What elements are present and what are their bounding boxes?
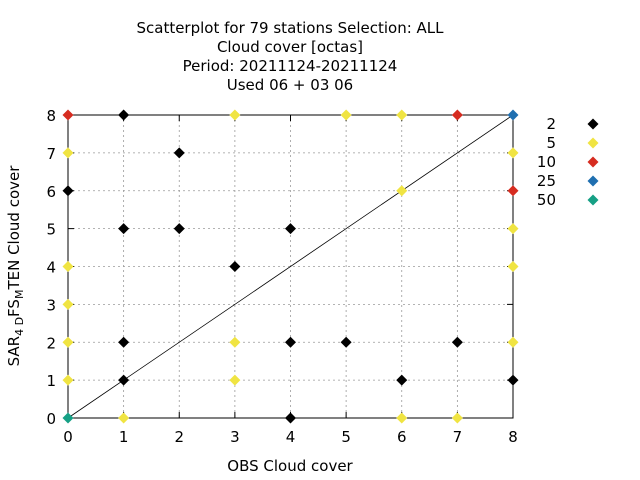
- legend-label-2: 2: [546, 115, 556, 133]
- data-point-2: [285, 336, 296, 348]
- legend-label-5: 5: [546, 134, 556, 152]
- x-tick-label: 5: [341, 428, 351, 446]
- grid-lines: [68, 115, 513, 418]
- data-point-5: [229, 336, 241, 348]
- y-tick-label: 3: [46, 296, 56, 314]
- data-point-2: [507, 374, 519, 386]
- data-point-50: [62, 412, 74, 424]
- legend-label-10: 10: [537, 153, 556, 171]
- y-tick-label: 5: [46, 221, 56, 239]
- legend-marker-10: [587, 156, 599, 168]
- title-line-3: Period: 20211124-20211124: [183, 57, 398, 75]
- legend-marker-5: [587, 137, 599, 149]
- y-tick-label: 7: [46, 145, 56, 163]
- data-point-2: [173, 147, 185, 159]
- y-tick-label: 8: [46, 107, 56, 125]
- data-point-5: [340, 109, 352, 121]
- data-point-10: [507, 185, 519, 197]
- y-tick-label: 6: [46, 183, 56, 201]
- title-line-2: Cloud cover [octas]: [217, 38, 363, 56]
- data-point-5: [62, 298, 74, 310]
- x-tick-label: 8: [508, 428, 518, 446]
- data-point-5: [396, 185, 408, 197]
- legend-marker-50: [587, 194, 599, 206]
- legend-marker-25: [587, 175, 599, 187]
- x-tick-labels: 0 1 2 3 4 5 6 7 8: [63, 428, 518, 446]
- y-tick-label: 2: [46, 334, 56, 352]
- data-point-5: [507, 336, 519, 348]
- data-point-25: [507, 109, 519, 121]
- data-point-5: [229, 374, 241, 386]
- y-axis-label: SAR4 DFSMTEN Cloud cover: [5, 165, 26, 367]
- data-point-5: [118, 412, 130, 424]
- data-point-2: [285, 223, 296, 235]
- data-point-5: [451, 412, 463, 424]
- y-tick-labels: 0 1 2 3 4 5 6 7 8: [46, 107, 56, 428]
- x-tick-label: 6: [397, 428, 407, 446]
- x-tick-label: 4: [286, 428, 296, 446]
- y-tick-label: 4: [46, 259, 56, 277]
- x-tick-label: 3: [230, 428, 240, 446]
- data-point-2: [285, 412, 296, 424]
- data-point-5: [507, 223, 519, 235]
- data-point-2: [118, 223, 130, 235]
- data-point-2: [118, 374, 130, 386]
- data-point-2: [396, 374, 408, 386]
- data-point-2: [173, 223, 185, 235]
- y-tick-label: 0: [46, 410, 56, 428]
- data-point-5: [396, 412, 408, 424]
- data-point-2: [118, 336, 130, 348]
- data-point-10: [451, 109, 463, 121]
- x-tick-label: 1: [119, 428, 129, 446]
- data-point-5: [507, 147, 519, 159]
- data-point-2: [451, 336, 463, 348]
- one-to-one-line: [67, 114, 514, 419]
- data-point-2: [62, 185, 74, 197]
- data-point-5: [229, 109, 241, 121]
- data-point-5: [62, 374, 74, 386]
- data-point-5: [507, 261, 519, 272]
- title-line-1: Scatterplot for 79 stations Selection: A…: [136, 19, 444, 37]
- chart-title: Scatterplot for 79 stations Selection: A…: [136, 19, 444, 94]
- legend-label-25: 25: [537, 172, 556, 190]
- x-tick-label: 0: [63, 428, 73, 446]
- legend-label-50: 50: [537, 191, 556, 209]
- data-point-2: [340, 336, 352, 348]
- data-point-5: [396, 109, 408, 121]
- data-point-5: [62, 336, 74, 348]
- x-tick-label: 2: [174, 428, 184, 446]
- y-tick-label: 1: [46, 372, 56, 390]
- data-points: [62, 109, 519, 424]
- title-line-4: Used 06 + 03 06: [227, 76, 353, 94]
- data-point-2: [118, 109, 130, 121]
- data-point-10: [62, 109, 74, 121]
- x-tick-label: 7: [453, 428, 463, 446]
- data-point-5: [62, 261, 74, 272]
- x-axis-label: OBS Cloud cover: [227, 457, 353, 475]
- data-point-2: [229, 261, 241, 272]
- data-point-5: [62, 147, 74, 159]
- legend-marker-2: [587, 118, 599, 130]
